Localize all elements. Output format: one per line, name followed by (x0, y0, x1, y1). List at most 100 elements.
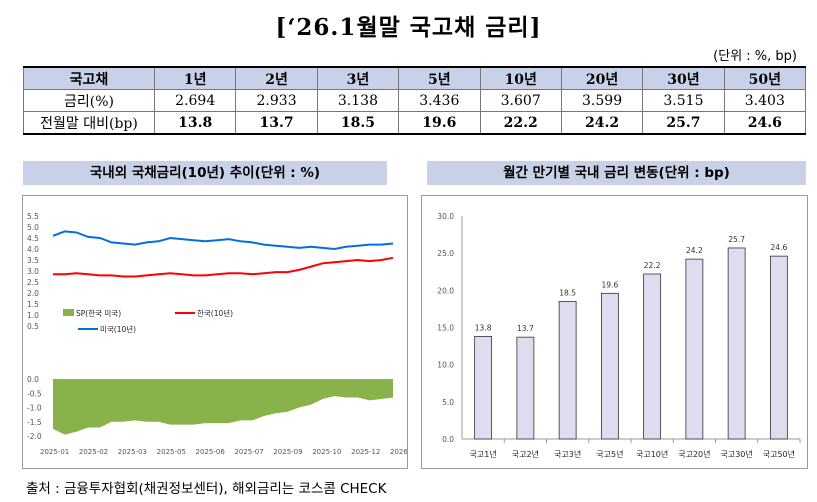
bar-value-label: 13.7 (517, 324, 534, 333)
korea-10y-line (53, 256, 394, 278)
rates-table: 국고채 1년 2년 3년 5년 10년 20년 30년 50년 금리(%) 2.… (23, 66, 807, 135)
bar-value-label: 24.6 (771, 243, 788, 252)
y-tick-label: 4.5 (27, 234, 39, 243)
table-cell: 18.5 (316, 111, 400, 135)
y-tick-label: 20.0 (437, 286, 454, 295)
x-category-label: 국고1년 (470, 449, 497, 459)
table-cell: 13.8 (153, 111, 237, 135)
table-cell: 25.7 (642, 111, 725, 135)
x-tick-label: 2025-03 (118, 448, 147, 456)
x-tick-label: 2025-12 (351, 448, 380, 456)
right-chart-title: 월간 만기별 국내 금리 변동(단위 : bp) (427, 161, 806, 185)
bar-value-label: 24.2 (686, 246, 703, 255)
x-tick-label: 2026-01 (390, 448, 407, 456)
table-header-row: 국고채 1년 2년 3년 5년 10년 20년 30년 50년 (23, 66, 807, 90)
bar-value-label: 18.5 (559, 288, 576, 297)
bar-value-label: 13.8 (475, 323, 492, 332)
table-cell: 3.607 (479, 89, 562, 112)
y-tick-label: -1.0 (27, 404, 42, 413)
unit-note: (단위 : %, bp) (713, 49, 797, 64)
bar-value-label: 25.7 (728, 235, 745, 244)
bar (558, 301, 577, 440)
table-cell: 19.6 (398, 111, 481, 135)
legend-us-label: 미국(10년) (100, 324, 136, 334)
y-tick-label: 10.0 (437, 361, 454, 370)
y-tick-label: 1.5 (27, 300, 39, 309)
table-header: 1년 (153, 66, 237, 90)
y-tick-label: 25.0 (437, 249, 454, 258)
bar (643, 273, 662, 440)
legend-spread-label: SP(한국 미국) (76, 309, 121, 318)
y-tick-label: 3.0 (27, 267, 39, 276)
table-cell: 24.2 (560, 111, 644, 135)
table-row: 금리(%) 2.694 2.933 3.138 3.436 3.607 3.59… (23, 89, 807, 112)
y-tick-label: 0.5 (27, 322, 39, 331)
x-tick-label: 2025-07 (234, 448, 263, 456)
y-tick-label: -1.5 (27, 418, 42, 427)
x-tick-label: 2025-05 (157, 448, 186, 456)
source-note: 출처 : 금융투자협회(채권정보센터), 해외금리는 코스콤 CHECK (26, 481, 387, 497)
right-chart-panel: 0.0 5.0 10.0 15.0 20.0 25.0 30.0 13.8 국고1년 13.7 국고… (421, 195, 808, 469)
maturity-change-chart: 0.0 5.0 10.0 15.0 20.0 25.0 30.0 13.8 국고1년 13.7 국고… (437, 212, 801, 459)
table-cell: 3.403 (723, 89, 807, 112)
table-header: 50년 (723, 66, 807, 90)
y-tick-label: 2.0 (27, 289, 39, 298)
x-category-label: 국고5년 (596, 449, 623, 459)
table-cell: 2.933 (235, 89, 318, 112)
y-tick-label: 5.0 (27, 223, 39, 232)
bar-value-label: 19.6 (602, 280, 619, 289)
table-header: 국고채 (23, 66, 155, 90)
table-row: 전월말 대비(bp) 13.8 13.7 18.5 19.6 22.2 24.2… (23, 111, 807, 135)
x-tick-label: 2025-09 (273, 448, 302, 456)
x-category-label: 국고30년 (720, 449, 752, 459)
table-cell: 3.138 (316, 89, 400, 112)
y-tick-label: 0.0 (27, 375, 39, 384)
y-tick-label: 30.0 (437, 212, 454, 221)
legend-spread-swatch (63, 309, 74, 316)
legend-korea-label: 한국(10년) (197, 308, 233, 318)
table-header: 30년 (642, 66, 725, 90)
table-cell: 3.599 (560, 89, 644, 112)
table-header: 10년 (479, 66, 562, 90)
row-label: 금리(%) (23, 89, 155, 112)
y-tick-label: 2.5 (27, 278, 39, 287)
y-tick-label: 3.5 (27, 256, 39, 265)
y-tick-label: 0.0 (442, 435, 454, 444)
table-cell: 2.694 (153, 89, 237, 112)
x-category-label: 국고10년 (636, 449, 668, 459)
left-chart-title: 국내외 국채금리(10년) 추이(단위 : %) (23, 161, 387, 185)
bar (600, 292, 619, 440)
y-tick-label: 5.0 (442, 398, 454, 407)
table-cell: 3.515 (642, 89, 725, 112)
y-tick-label: -2.0 (27, 432, 42, 441)
bar (685, 258, 704, 440)
x-category-label: 국고2년 (512, 449, 539, 459)
x-category-label: 국고50년 (763, 449, 795, 459)
row-label: 전월말 대비(bp) (23, 111, 155, 135)
bar-value-label: 22.2 (644, 261, 661, 270)
rate-trend-chart: 5.5 5.0 4.5 4.0 3.5 3.0 2.5 2.0 1.5 1.0 0.5 0.0 -0.5… (27, 212, 419, 456)
table-cell: 13.7 (235, 111, 318, 135)
left-chart-panel: 5.5 5.0 4.5 4.0 3.5 3.0 2.5 2.0 1.5 1.0 0.5 0.0 -0.5… (22, 195, 419, 469)
x-tick-label: 2025-10 (312, 448, 341, 456)
bar (769, 255, 788, 440)
bar (727, 247, 746, 440)
x-category-label: 국고3년 (554, 449, 581, 459)
table-header: 2년 (235, 66, 318, 90)
us-10y-line (52, 230, 394, 251)
bar (516, 336, 535, 440)
x-tick-label: 2025-01 (40, 448, 69, 456)
table-header: 20년 (560, 66, 644, 90)
y-tick-label: 4.0 (27, 245, 39, 254)
table-header: 5년 (398, 66, 481, 90)
y-tick-label: -0.5 (27, 389, 42, 398)
table-cell: 24.6 (723, 111, 807, 135)
table-header: 3년 (316, 66, 400, 90)
y-tick-label: 15.0 (437, 324, 454, 333)
x-category-label: 국고20년 (678, 449, 710, 459)
bar (474, 336, 493, 440)
page-title: [‘26.1월말 국고채 금리] (275, 14, 542, 41)
table-cell: 22.2 (479, 111, 562, 135)
x-tick-label: 2025-06 (196, 448, 226, 456)
y-tick-label: 5.5 (27, 212, 39, 221)
